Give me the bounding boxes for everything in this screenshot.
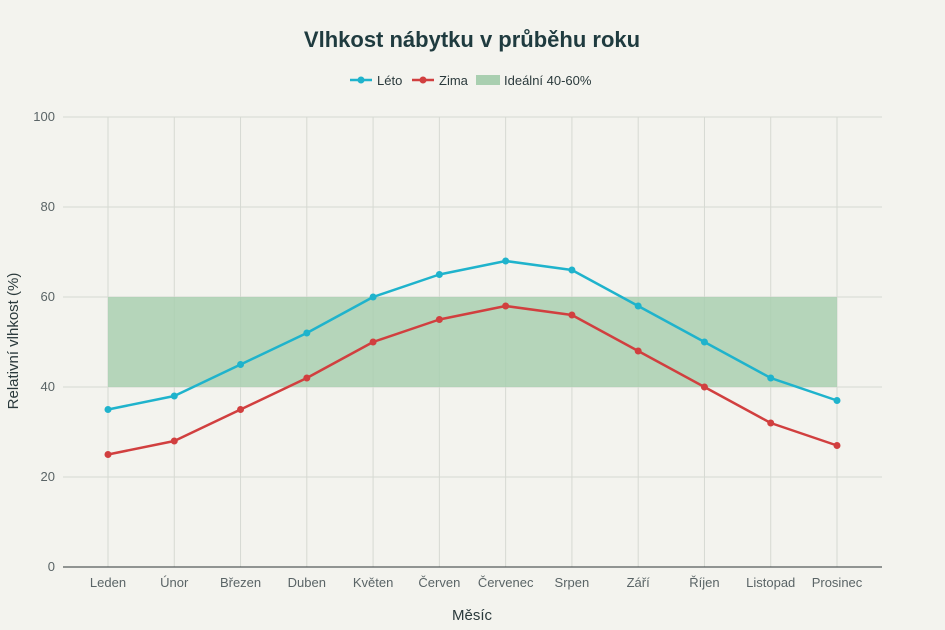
legend-label-band: Ideální 40-60% xyxy=(504,73,592,88)
axes: Leden Únor Březen Duben Květen Červen Červenec… xyxy=(33,109,882,590)
series-line-zima xyxy=(106,304,839,456)
data-point-zima xyxy=(568,311,576,319)
series xyxy=(104,257,841,458)
data-point-leto xyxy=(369,293,377,301)
data-point-leto xyxy=(104,406,112,413)
x-tick-label: Leden xyxy=(90,575,126,590)
x-tick-label: Srpen xyxy=(555,575,590,590)
legend-marker-leto xyxy=(357,76,365,84)
x-tick-label: Září xyxy=(627,575,651,590)
y-tick-label: 80 xyxy=(41,199,55,214)
data-point-leto xyxy=(634,302,642,310)
legend-label-zima: Zima xyxy=(439,73,469,88)
legend-item-leto[interactable]: Léto xyxy=(350,73,402,88)
data-point-leto xyxy=(502,257,510,265)
data-point-zima xyxy=(435,316,443,323)
x-tick-label: Červen xyxy=(418,575,460,590)
data-point-leto xyxy=(568,266,576,274)
chart-title: Vlhkost nábytku v průběhu roku xyxy=(304,27,640,52)
y-tick-label: 60 xyxy=(41,289,55,304)
y-tick-label: 20 xyxy=(41,469,55,484)
x-tick-label: Červenec xyxy=(478,575,534,590)
data-point-leto xyxy=(435,271,443,278)
y-tick-label: 40 xyxy=(41,379,55,394)
legend-marker-zima xyxy=(419,76,427,84)
data-point-zima xyxy=(833,442,841,449)
data-point-zima xyxy=(700,383,708,391)
data-point-zima xyxy=(237,406,245,413)
legend: Léto Zima Ideální 40-60% xyxy=(350,73,592,88)
data-point-leto xyxy=(170,392,178,400)
x-axis-title: Měsíc xyxy=(452,607,493,624)
y-axis-title: Relativní vlhkost (%) xyxy=(5,273,22,410)
data-point-zima xyxy=(303,374,311,382)
x-tick-label: Duben xyxy=(288,575,326,590)
data-point-leto xyxy=(833,397,841,404)
ideal-band xyxy=(108,297,837,387)
ideal-band-rect xyxy=(108,297,837,387)
x-tick-label: Listopad xyxy=(746,575,795,590)
data-point-leto xyxy=(237,361,245,368)
y-tick-label: 0 xyxy=(48,559,55,574)
data-point-zima xyxy=(502,302,510,310)
legend-item-zima[interactable]: Zima xyxy=(412,73,469,88)
x-tick-label: Únor xyxy=(160,575,189,590)
data-point-zima xyxy=(104,451,112,458)
legend-label-leto: Léto xyxy=(377,73,402,88)
x-tick-label: Květen xyxy=(353,575,393,590)
data-point-leto xyxy=(303,329,311,337)
y-tick-label: 100 xyxy=(33,109,55,124)
legend-item-band[interactable]: Ideální 40-60% xyxy=(476,73,592,88)
x-tick-label: Březen xyxy=(220,575,261,590)
data-point-zima xyxy=(369,338,377,346)
x-tick-label: Prosinec xyxy=(812,575,863,590)
data-point-zima xyxy=(170,437,178,445)
data-point-leto xyxy=(767,374,775,382)
data-point-zima xyxy=(767,419,775,427)
series-line-leto xyxy=(106,259,839,411)
data-point-leto xyxy=(700,338,708,346)
data-point-zima xyxy=(634,347,642,355)
x-tick-label: Říjen xyxy=(689,575,719,590)
legend-swatch-band xyxy=(476,75,500,85)
